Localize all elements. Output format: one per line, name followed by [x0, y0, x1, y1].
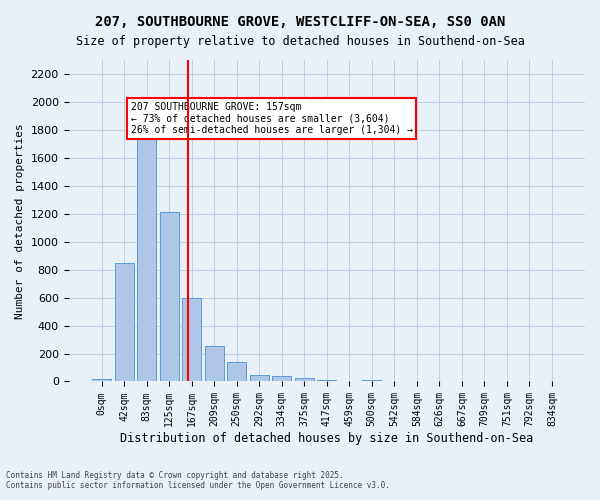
Text: 207 SOUTHBOURNE GROVE: 157sqm
← 73% of detached houses are smaller (3,604)
26% o: 207 SOUTHBOURNE GROVE: 157sqm ← 73% of d… [131, 102, 413, 135]
X-axis label: Distribution of detached houses by size in Southend-on-Sea: Distribution of detached houses by size … [120, 432, 533, 445]
Bar [362, 380, 382, 382]
Text: Contains HM Land Registry data © Crown copyright and database right 2025.
Contai: Contains HM Land Registry data © Crown c… [6, 470, 390, 490]
Y-axis label: Number of detached properties: Number of detached properties [15, 123, 25, 318]
Text: Size of property relative to detached houses in Southend-on-Sea: Size of property relative to detached ho… [76, 35, 524, 48]
Bar [182, 298, 201, 382]
Bar [160, 212, 179, 382]
Bar [115, 264, 134, 382]
Bar [317, 380, 337, 382]
Bar [205, 346, 224, 382]
Bar [137, 127, 156, 382]
Bar [227, 362, 246, 382]
Bar [272, 376, 291, 382]
Bar [295, 378, 314, 382]
Bar [250, 375, 269, 382]
Text: 207, SOUTHBOURNE GROVE, WESTCLIFF-ON-SEA, SS0 0AN: 207, SOUTHBOURNE GROVE, WESTCLIFF-ON-SEA… [95, 15, 505, 29]
Bar [92, 378, 111, 382]
